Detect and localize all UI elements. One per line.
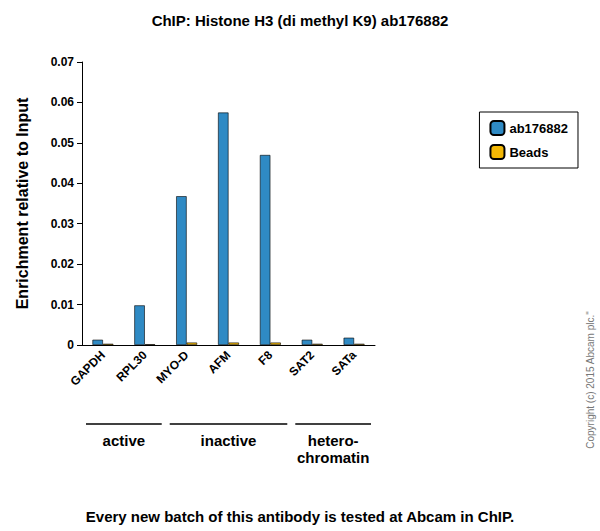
svg-text:Enrichment relative to Input: Enrichment relative to Input (14, 97, 31, 309)
svg-text:GAPDH: GAPDH (67, 348, 108, 389)
svg-text:AFM: AFM (205, 348, 233, 376)
svg-text:ChIP: Histone H3 (di methyl K9: ChIP: Histone H3 (di methyl K9) ab176882 (152, 12, 449, 29)
svg-text:SAT2: SAT2 (286, 348, 317, 379)
svg-text:RPL30: RPL30 (113, 348, 150, 385)
svg-text:hetero-: hetero- (308, 432, 359, 449)
svg-text:Beads: Beads (509, 145, 548, 160)
svg-text:ab176882: ab176882 (509, 121, 568, 136)
svg-text:0.06: 0.06 (51, 95, 75, 109)
svg-text:MYO-D: MYO-D (153, 348, 191, 386)
svg-text:0.02: 0.02 (51, 257, 75, 271)
svg-text:SATa: SATa (329, 348, 360, 379)
svg-text:Every new batch of this antibo: Every new batch of this antibody is test… (86, 508, 514, 525)
svg-text:Copyright (c) 2015 Abcam plc.": Copyright (c) 2015 Abcam plc." (585, 311, 596, 449)
svg-text:0.01: 0.01 (51, 298, 75, 312)
svg-text:0.03: 0.03 (51, 217, 75, 231)
svg-text:chromatin: chromatin (297, 449, 370, 466)
svg-text:inactive: inactive (201, 432, 257, 449)
svg-text:0.07: 0.07 (51, 55, 75, 69)
svg-text:F8: F8 (256, 348, 276, 368)
svg-text:0: 0 (67, 338, 74, 352)
svg-text:active: active (103, 432, 146, 449)
svg-text:0.05: 0.05 (51, 136, 75, 150)
svg-text:0.04: 0.04 (51, 176, 75, 190)
